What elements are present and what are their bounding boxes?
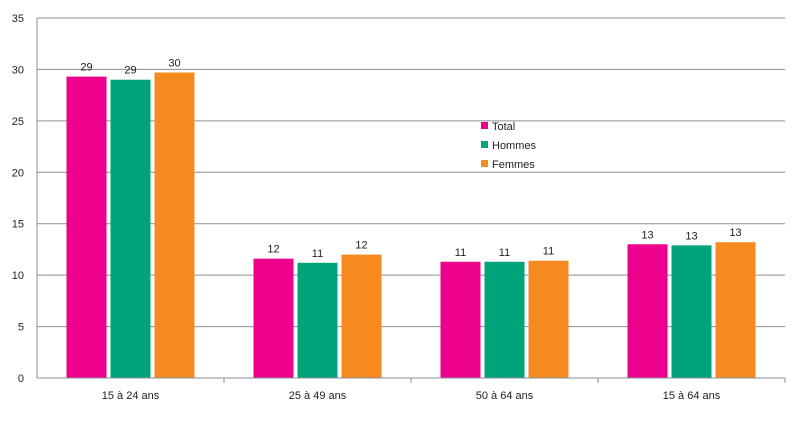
y-tick-label: 5 xyxy=(18,322,24,334)
data-label: 11 xyxy=(543,246,554,258)
bar-femmes-1 xyxy=(341,254,382,378)
data-label: 13 xyxy=(729,227,741,239)
bar-total-1 xyxy=(253,258,294,378)
y-tick-label: 35 xyxy=(12,13,24,25)
data-label: 11 xyxy=(312,248,323,260)
bars: 29 29 30 12 11 12 11 11 11 13 13 13 xyxy=(66,58,756,378)
y-tick-label: 10 xyxy=(12,270,24,282)
bar-total-2 xyxy=(440,261,481,378)
y-tick-label: 20 xyxy=(12,167,24,179)
y-tick-label: 0 xyxy=(18,373,24,385)
legend-label-total: Total xyxy=(492,121,515,133)
data-label: 11 xyxy=(499,247,510,259)
x-tick-label: 15 à 64 ans xyxy=(663,390,721,402)
bar-femmes-3 xyxy=(715,242,756,378)
legend-swatch-hommes xyxy=(481,141,488,148)
bar-total-3 xyxy=(627,244,668,378)
x-tick-label: 25 à 49 ans xyxy=(289,390,347,402)
bar-hommes-3 xyxy=(671,245,712,378)
y-tick-label: 25 xyxy=(12,116,24,128)
data-label: 12 xyxy=(355,240,367,252)
data-label: 13 xyxy=(685,230,697,242)
data-label: 29 xyxy=(80,62,92,74)
data-label: 13 xyxy=(641,229,653,241)
bar-hommes-2 xyxy=(484,261,525,378)
legend-label-hommes: Hommes xyxy=(492,140,537,152)
legend-swatch-total xyxy=(481,122,488,129)
y-axis: 0 5 10 15 20 25 30 35 xyxy=(12,13,38,385)
bar-hommes-0 xyxy=(110,79,151,378)
y-tick-label: 30 xyxy=(12,64,24,76)
bar-hommes-1 xyxy=(297,262,338,378)
data-label: 11 xyxy=(455,247,466,259)
data-label: 29 xyxy=(124,65,136,77)
bar-femmes-0 xyxy=(154,72,195,378)
y-tick-label: 15 xyxy=(12,219,24,231)
x-tick-label: 15 à 24 ans xyxy=(102,390,160,402)
legend-swatch-femmes xyxy=(481,160,488,167)
data-label: 12 xyxy=(267,244,279,256)
bar-total-0 xyxy=(66,76,107,378)
bar-femmes-2 xyxy=(528,260,569,378)
x-tick-label: 50 à 64 ans xyxy=(476,390,534,402)
x-axis: 15 à 24 ans 25 à 49 ans 50 à 64 ans 15 à 64… xyxy=(37,377,786,402)
data-label: 30 xyxy=(168,58,180,70)
legend-label-femmes: Femmes xyxy=(492,159,535,171)
legend: Total Hommes Femmes xyxy=(481,121,537,171)
